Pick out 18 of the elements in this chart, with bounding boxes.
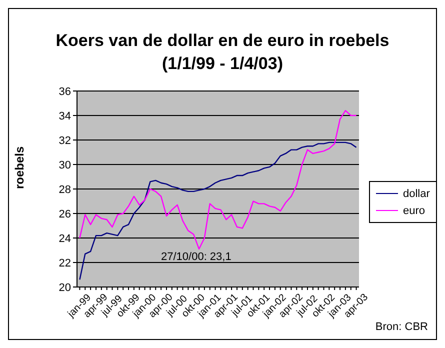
text: Bron: CBR [375, 321, 428, 333]
y-tick-label: 26 [58, 208, 71, 220]
line-series [79, 110, 357, 250]
line-series [79, 142, 357, 280]
y-tick-label: 22 [58, 257, 71, 270]
y-tick-label: 36 [58, 86, 71, 98]
chart-title: Koers van de dollar en de euro in roebels [54, 30, 390, 52]
chart-subtitle: (1/1/99 - 1/4/03) [161, 53, 284, 75]
legend-label: euro [403, 204, 426, 216]
y-tick-label: 34 [58, 110, 71, 122]
y-tick-label: 28 [58, 184, 71, 196]
y-tick-label: 32 [58, 134, 71, 147]
legend-label: dollar [403, 188, 430, 200]
y-tick-label: 20 [58, 282, 71, 294]
y-tick-label: 24 [58, 232, 71, 245]
y-axis-title: roebels [12, 146, 26, 189]
annotation: 27/10/00: 23,1 [161, 251, 232, 263]
y-tick-label: 30 [58, 159, 71, 172]
